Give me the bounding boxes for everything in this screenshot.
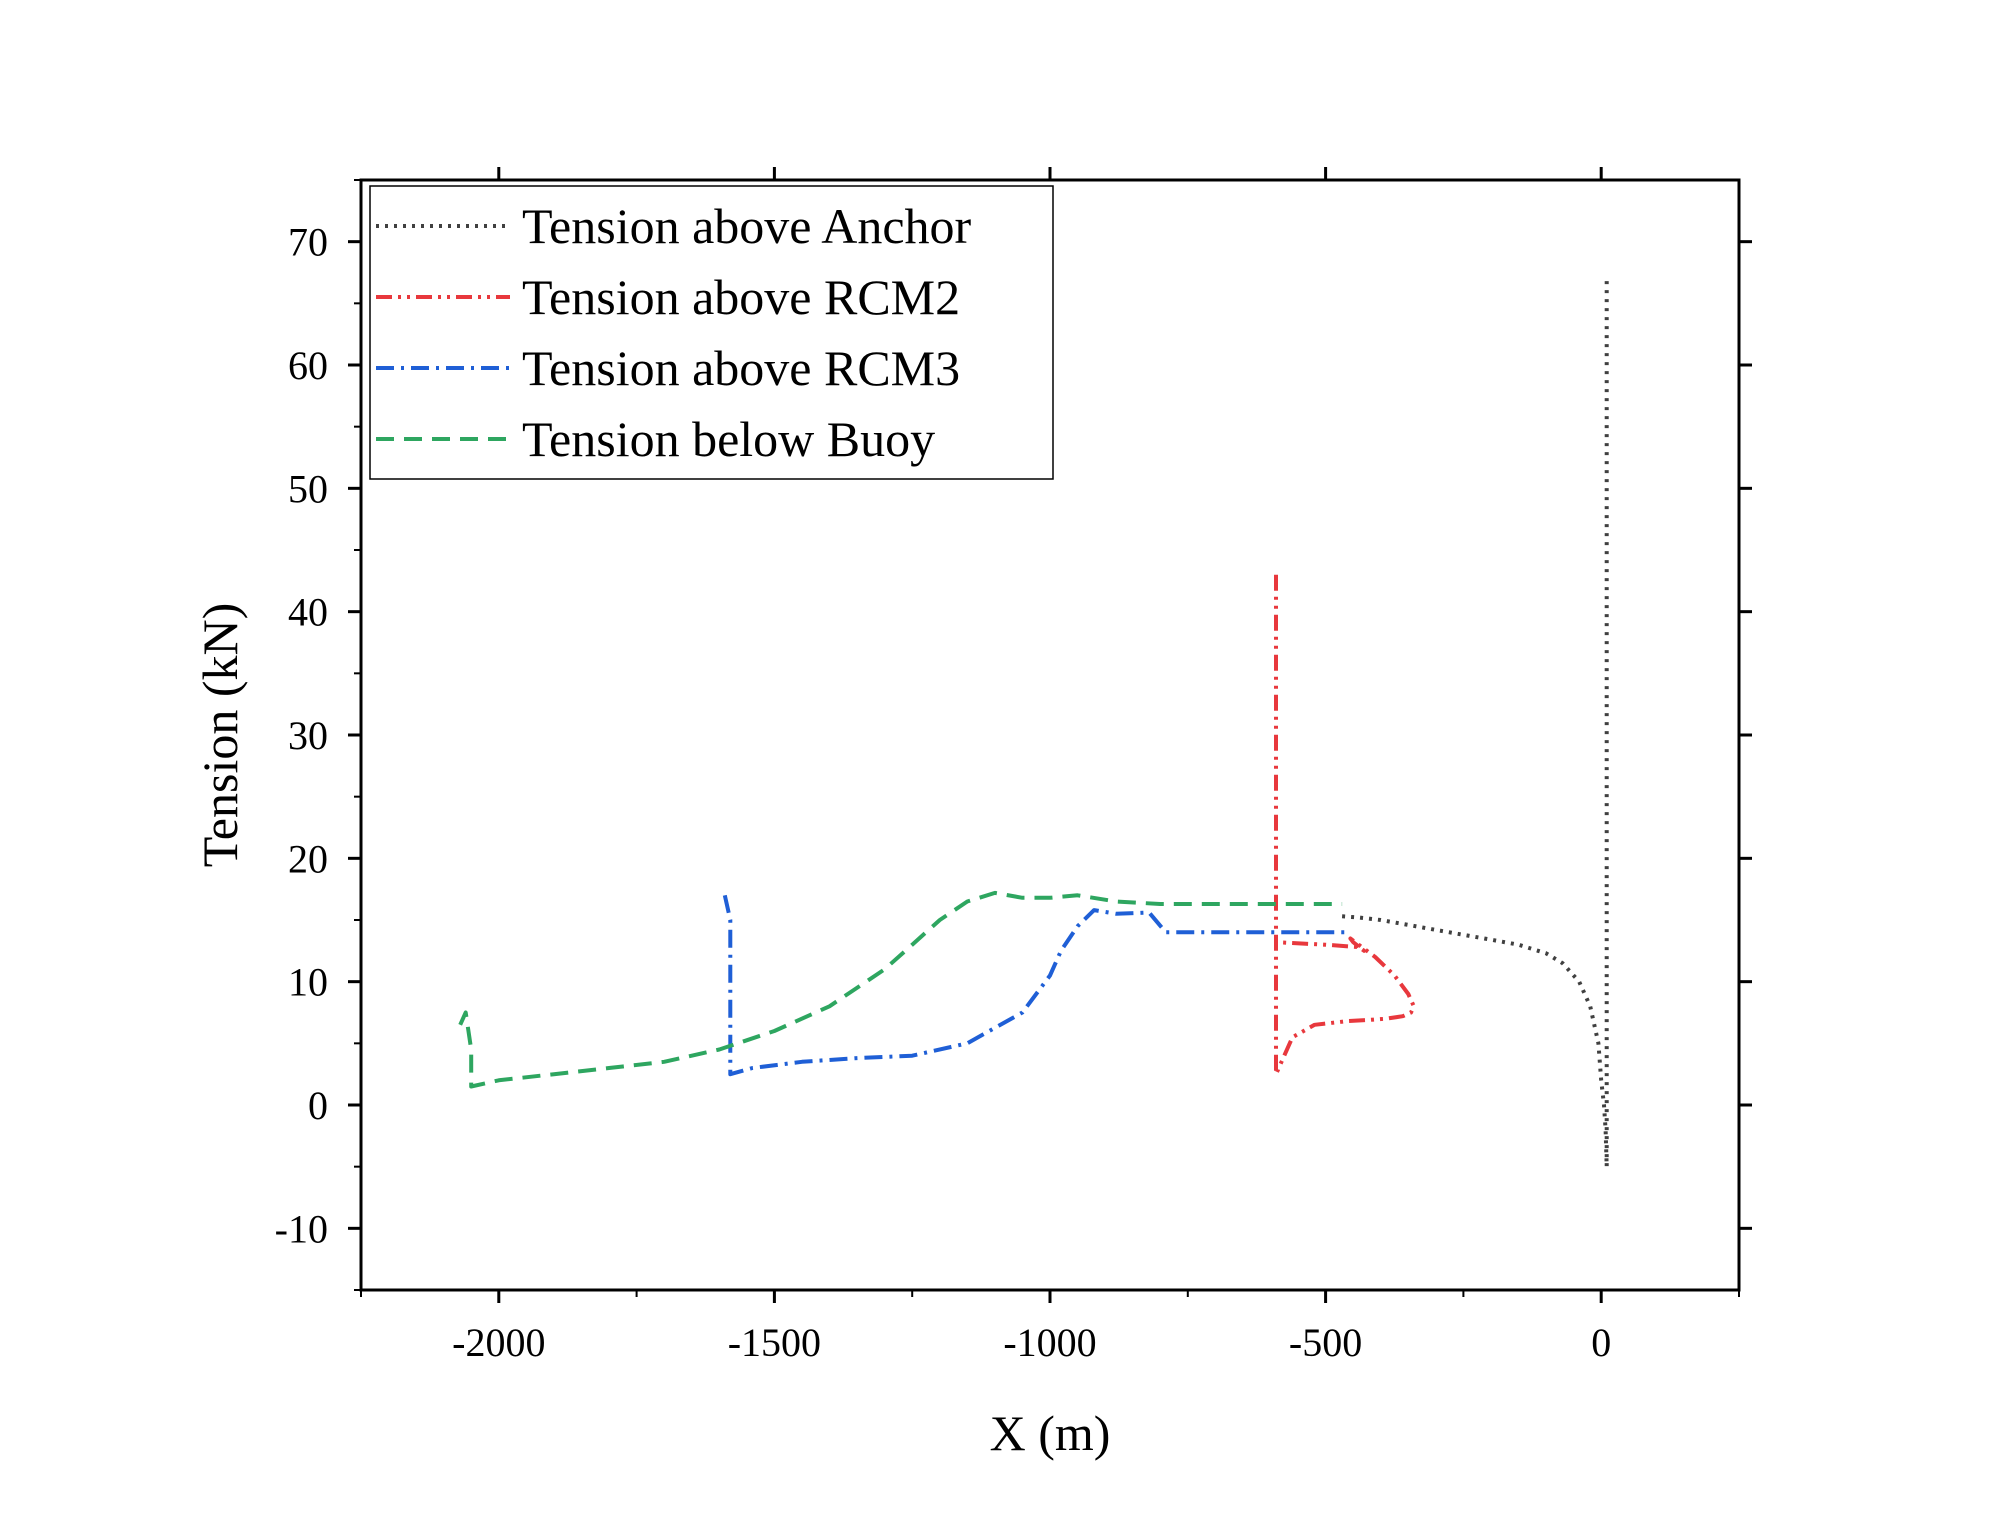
x-tick-label: 0 <box>1591 1320 1611 1365</box>
y-tick-label: 10 <box>288 960 328 1005</box>
legend: Tension above Anchor Tension above RCM2 Te… <box>369 185 1054 480</box>
y-tick-label: -10 <box>275 1206 328 1251</box>
y-tick-label: 20 <box>288 836 328 881</box>
y-tick-label: 40 <box>288 590 328 635</box>
axis-tick-labels: -2000 -1500 -1000 -500 0 -10 0 10 20 30 40 50 60 70 <box>275 220 1612 1365</box>
y-tick-label: 70 <box>288 220 328 265</box>
legend-label-2: Tension above RCM2 <box>522 269 960 325</box>
legend-box <box>369 185 1054 480</box>
y-tick-label: 0 <box>308 1083 328 1128</box>
legend-label-3: Tension above RCM3 <box>522 340 960 396</box>
series-line-1 <box>1341 278 1609 1169</box>
y-axis-title: Tension (kN) <box>192 603 248 868</box>
y-tick-label: 60 <box>288 343 328 388</box>
axis-ticks <box>348 167 1752 1303</box>
legend-label-4: Tension below Buoy <box>522 411 935 467</box>
legend-label-1: Tension above Anchor <box>522 198 972 254</box>
series-line-4 <box>458 890 1343 1089</box>
x-tick-label: -2000 <box>452 1320 545 1365</box>
y-tick-label: 30 <box>288 713 328 758</box>
x-tick-label: -500 <box>1289 1320 1362 1365</box>
x-tick-label: -1000 <box>1003 1320 1096 1365</box>
x-axis-title: X (m) <box>990 1405 1111 1461</box>
x-tick-label: -1500 <box>728 1320 821 1365</box>
series-line-3 <box>722 894 1348 1077</box>
series-line-2 <box>1274 574 1416 1077</box>
y-tick-label: 50 <box>288 466 328 511</box>
series-group <box>458 278 1609 1169</box>
